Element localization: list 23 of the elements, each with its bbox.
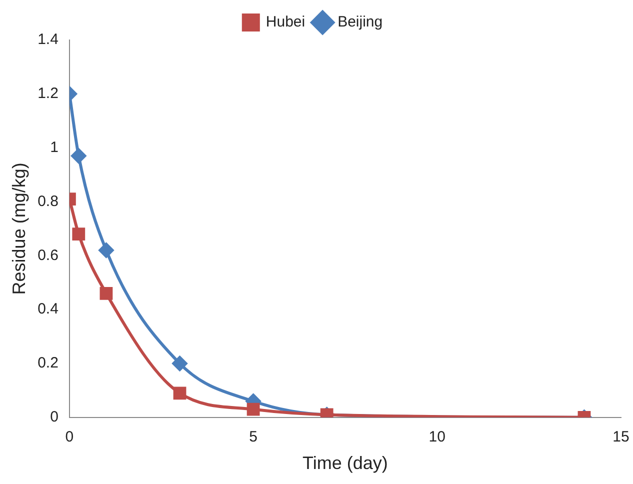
- x-tick-label: 15: [612, 428, 630, 446]
- y-tick-label: 0: [50, 408, 58, 426]
- x-tick-label: 0: [65, 428, 74, 446]
- y-tick-label: 0.6: [38, 246, 58, 264]
- y-tick-label: 1.2: [38, 85, 58, 102]
- y-tick-label: 0.8: [38, 192, 58, 210]
- x-tick-label: 5: [249, 428, 258, 446]
- legend-label: Hubei: [266, 14, 306, 31]
- point: [173, 386, 186, 400]
- y-tick-label: 1: [50, 138, 58, 156]
- point: [71, 148, 86, 164]
- point: [98, 242, 114, 258]
- point: [100, 286, 113, 300]
- point: [72, 228, 86, 241]
- x-tick-label: 10: [428, 428, 446, 446]
- point: [172, 356, 188, 371]
- x-axis-title: Time (day): [302, 453, 388, 474]
- y-tick-label: 1.4: [38, 31, 58, 48]
- y-tick-label: 0.2: [38, 354, 58, 372]
- point: [246, 402, 260, 416]
- y-axis-title: Residue (mg/kg): [8, 162, 29, 295]
- legend-label: Beijing: [338, 14, 383, 31]
- y-tick-label: 0.4: [38, 300, 58, 318]
